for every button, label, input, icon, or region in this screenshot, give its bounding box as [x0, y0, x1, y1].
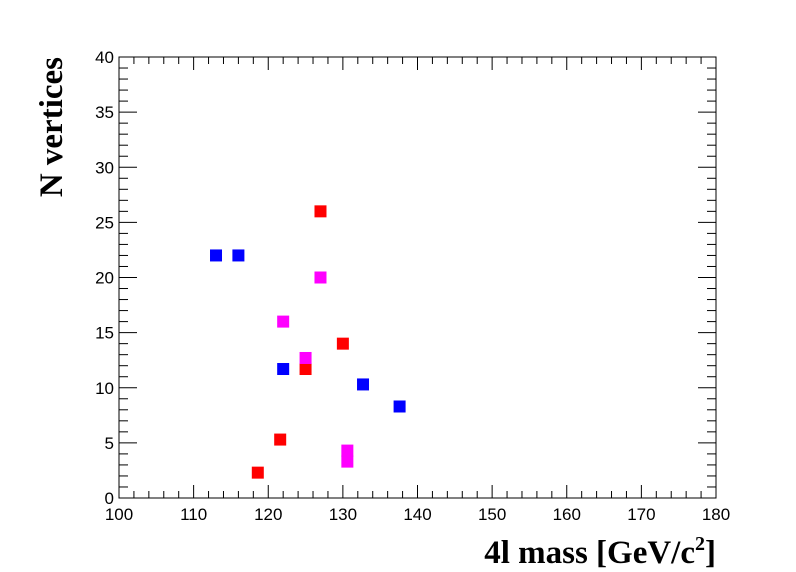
data-point [341, 444, 354, 457]
x-tick-label: 140 [403, 505, 431, 524]
y-tick-label: 35 [95, 103, 114, 122]
y-tick-label: 0 [105, 489, 114, 508]
x-tick-labels: 100 110 120 130 140 150 160 170 180 [105, 505, 730, 524]
data-point [314, 205, 327, 218]
y-tick-label: 30 [95, 158, 114, 177]
x-tick-label: 100 [105, 505, 133, 524]
x-tick-label: 150 [478, 505, 506, 524]
x-tick-label: 120 [254, 505, 282, 524]
data-point [299, 363, 312, 376]
x-tick-label: 110 [180, 505, 207, 524]
x-tick-label: 130 [329, 505, 357, 524]
data-point [341, 455, 354, 468]
y-tick-label: 25 [95, 213, 114, 232]
x-tick-label: 180 [702, 505, 730, 524]
plot-frame [118, 56, 717, 499]
data-point [210, 249, 223, 262]
x-axis-title-end: ] [705, 535, 716, 571]
x-axis-title-main: 4l mass [GeV/c [484, 535, 695, 571]
data-point [277, 315, 290, 328]
y-tick-labels: 0 5 10 15 20 25 30 35 40 [95, 48, 114, 508]
y-tick-label: 10 [95, 379, 114, 398]
data-point [299, 351, 312, 364]
x-tick-label: 170 [627, 505, 655, 524]
y-tick-label: 20 [95, 269, 114, 288]
data-point [277, 363, 290, 376]
data-point [251, 466, 264, 479]
data-point [314, 271, 327, 284]
x-tick-label: 160 [553, 505, 581, 524]
axis-ticks [118, 56, 717, 499]
y-tick-label: 40 [95, 48, 114, 67]
x-axis-title: 4l mass [GeV/c2] [484, 533, 716, 571]
y-tick-label: 15 [95, 324, 114, 343]
data-point [357, 378, 370, 391]
data-point [232, 249, 245, 262]
data-point [336, 337, 349, 350]
y-axis-title: N vertices [34, 57, 70, 197]
y-tick-label: 5 [105, 434, 114, 453]
x-axis-title-superscript: 2 [695, 533, 705, 555]
data-point [274, 433, 287, 446]
data-point [393, 400, 406, 413]
data-points [210, 205, 406, 479]
